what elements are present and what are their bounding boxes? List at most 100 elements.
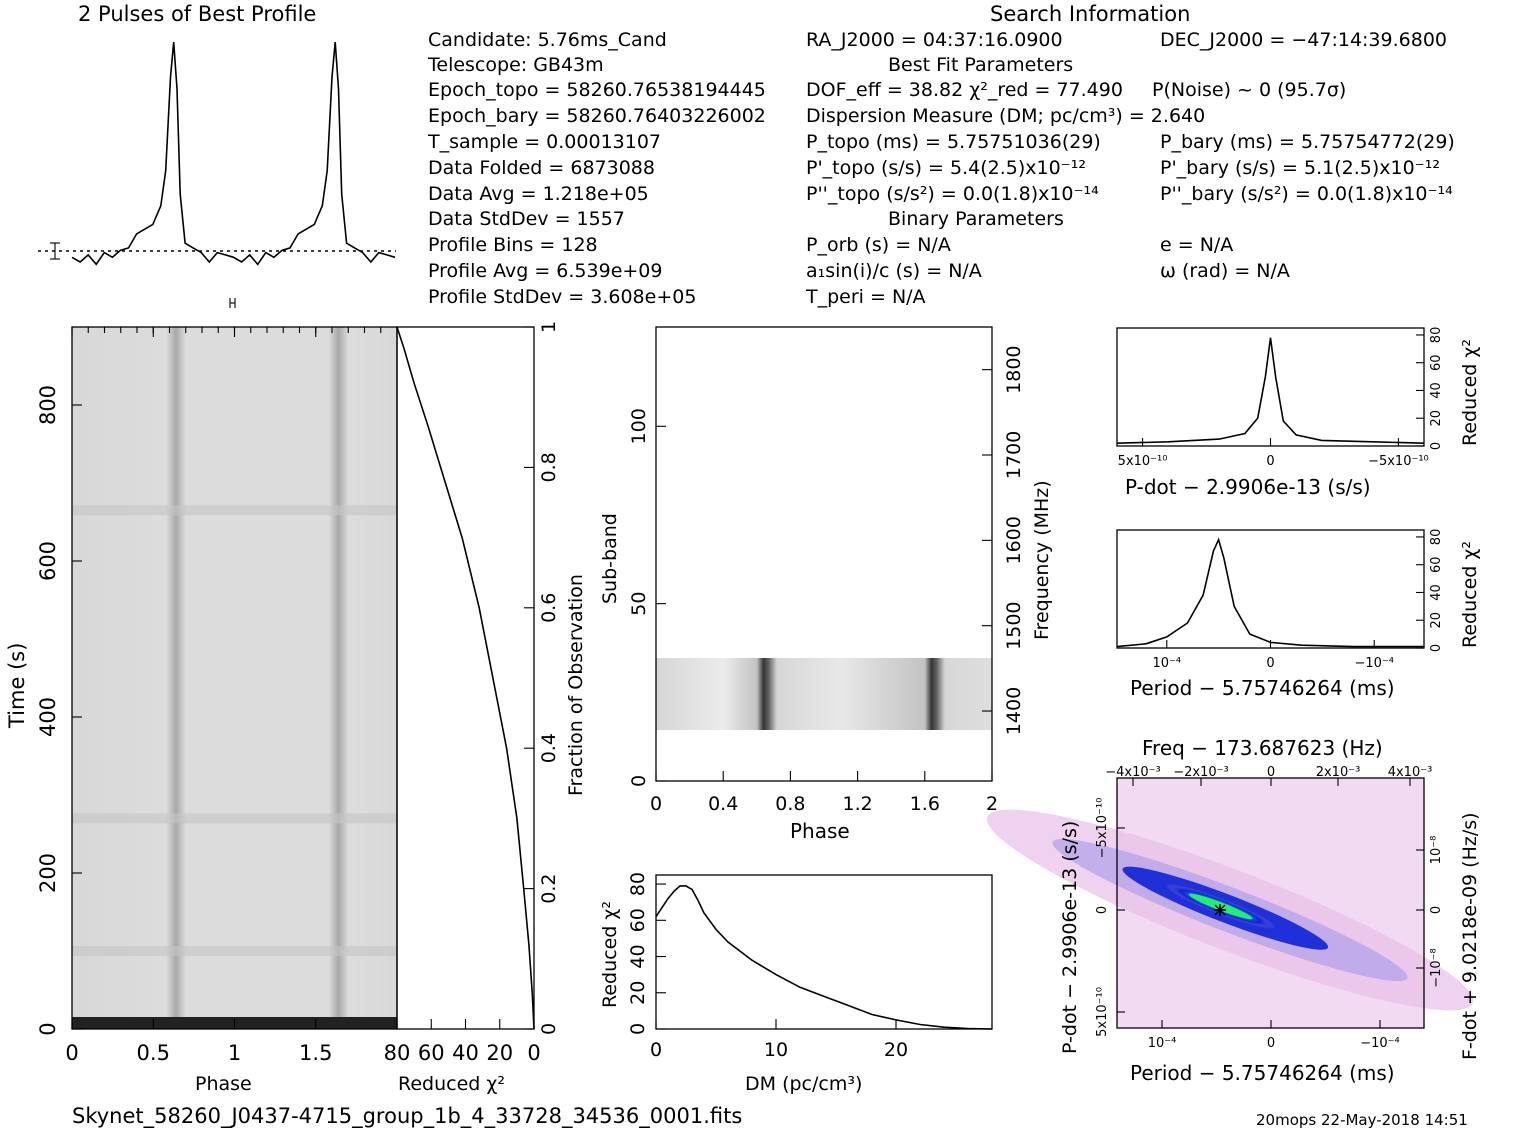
subband-xtick-label: 2 — [986, 793, 998, 815]
period-pdot-xtick-label: 0 — [1267, 1036, 1275, 1051]
period-pdot-ridge — [986, 809, 1474, 1011]
time-phase-bright-row — [72, 813, 397, 824]
subband-y2tick-label: 1600 — [1003, 516, 1025, 564]
pddot-topo-text: P''_topo (s/s²) = 0.0(1.8)x10⁻¹⁴ — [806, 183, 1099, 205]
pbary-text: P_bary (ms) = 5.75754772(29) — [1160, 131, 1455, 153]
dm-ylabel: Reduced χ² — [599, 901, 621, 1008]
pdot-curve — [1116, 337, 1425, 444]
subband-xtick-label: 0.8 — [775, 793, 805, 815]
binary-title: Binary Parameters — [888, 208, 1064, 230]
subband-y2tick-label: 1400 — [1003, 687, 1025, 735]
dm-ytick-label: 60 — [627, 908, 649, 932]
search-title: Search Information — [990, 2, 1191, 26]
pdot-frame — [1116, 327, 1425, 447]
subband-xtick-label: 0 — [650, 793, 662, 815]
period-pdot-best-marker — [1214, 904, 1226, 916]
period-pdot-xtick-label: 10⁻⁴ — [1148, 1036, 1177, 1051]
time-redchi-ytick-label: 0 — [538, 1023, 560, 1035]
period-ylabel: Reduced χ² — [1459, 541, 1481, 648]
a1sini-text: a₁sin(i)/c (s) = N/A — [806, 260, 982, 282]
period-pdot-x2tick-label: −4x10⁻³ — [1105, 765, 1160, 780]
pnoise-text: P(Noise) ~ 0 (95.7σ) — [1152, 79, 1347, 101]
subband-y2label: Frequency (MHz) — [1031, 480, 1053, 640]
pdot-ylabel: Reduced χ² — [1459, 339, 1481, 446]
time-redchi-xtick-label: 60 — [418, 1041, 445, 1065]
period-pdot-xlabel: Period − 5.75746264 (ms) — [1130, 1061, 1395, 1085]
time-phase-ytick-label: 400 — [36, 697, 60, 737]
subband-frame — [655, 326, 993, 782]
period-frame — [1116, 529, 1425, 649]
profile-stddev-text: Profile StdDev = 3.608e+05 — [428, 286, 697, 308]
profile-errorbar — [50, 242, 60, 260]
candidate-text: Candidate: 5.76ms_Cand — [428, 29, 667, 51]
period-pdot-ytick-label: 0 — [1095, 906, 1110, 914]
period-pdot-x2tick-label: −2x10⁻³ — [1173, 765, 1228, 780]
time-redchi-curve — [396, 326, 535, 1030]
subband-y2tick-label: 1800 — [1003, 345, 1025, 393]
period-pdot-x2tick-label: 0 — [1267, 765, 1275, 780]
subband-xtick-label: 0.4 — [708, 793, 738, 815]
period-pdot-x2tick-label: 2x10⁻³ — [1316, 765, 1361, 780]
time-redchi-xtick-label: 20 — [486, 1041, 513, 1065]
best-fit-title: Best Fit Parameters — [888, 54, 1074, 76]
period-redchi-plot: 10⁻⁴ 0 −10⁻⁴ 0 20 40 60 80 Period − 5.75746264 … — [1116, 529, 1481, 700]
subband-ytick-label: 100 — [628, 408, 650, 444]
time-phase-xtick-label: 0 — [65, 1041, 78, 1065]
omega-text: ω (rad) = N/A — [1160, 260, 1290, 282]
time-redchi-ytick-label: 0.6 — [538, 593, 560, 623]
pdot-ytick-label: 0 — [1429, 442, 1444, 450]
period-xtick-label: 10⁻⁴ — [1152, 656, 1181, 671]
pdot-xtick-label: 0 — [1266, 454, 1274, 469]
time-phase-xtick-label: 1 — [228, 1041, 241, 1065]
period-ytick-label: 20 — [1429, 612, 1444, 629]
period-ytick-label: 0 — [1429, 644, 1444, 652]
dm-xtick-label: 20 — [884, 1039, 908, 1061]
dm-xtick-label: 10 — [764, 1039, 788, 1061]
period-ytick-label: 40 — [1429, 584, 1444, 601]
subband-y2tick-label: 1700 — [1003, 431, 1025, 479]
ecc-text: e = N/A — [1160, 234, 1234, 256]
tsample-text: T_sample = 0.00013107 — [428, 131, 662, 153]
period-pdot-ytick-label: 5x10⁻¹⁰ — [1095, 987, 1110, 1037]
pdot-xlabel: P-dot − 2.9906e-13 (s/s) — [1125, 475, 1371, 499]
profile-avg-text: Profile Avg = 6.539e+09 — [428, 260, 663, 282]
period-xlabel: Period − 5.75746264 (ms) — [1130, 676, 1395, 700]
profile-curve — [71, 41, 396, 266]
profile-marker — [229, 298, 236, 308]
period-pdot-ytick-label: −5x10⁻¹⁰ — [1095, 798, 1110, 859]
dof-text: DOF_eff = 38.82 χ²_red = 77.490 — [806, 79, 1123, 101]
time-phase-ylabel: Time (s) — [5, 643, 29, 729]
period-pdot-x2tick-label: 4x10⁻³ — [1388, 765, 1433, 780]
period-ytick-label: 60 — [1429, 556, 1444, 573]
period-pdot-y2label: F-dot + 9.0218e-09 (Hz/s) — [1459, 812, 1481, 1060]
period-xtick-label: −10⁻⁴ — [1354, 656, 1394, 671]
time-redchi-xtick-label: 40 — [452, 1041, 479, 1065]
dm-curve — [655, 885, 993, 1030]
time-phase-bright-row — [72, 946, 397, 956]
pdot-ytick-label: 80 — [1429, 327, 1444, 344]
dm-ytick-label: 0 — [627, 1023, 649, 1035]
period-pdot-y2tick-label: 10⁻⁸ — [1429, 836, 1444, 865]
porb-text: P_orb (s) = N/A — [806, 234, 951, 256]
period-pdot-ylabel: P-dot − 2.9906e-13 (s/s) — [1059, 821, 1081, 1054]
time-phase-ytick-label: 800 — [36, 385, 60, 425]
period-pdot-y2tick-label: −10⁻⁸ — [1429, 948, 1444, 988]
pdot-ytick-label: 40 — [1429, 382, 1444, 399]
time-phase-ytick-label: 0 — [36, 1022, 60, 1035]
time-phase-image — [72, 327, 397, 1029]
subband-ylabel: Sub-band — [599, 513, 621, 604]
time-phase-xlabel: Phase — [195, 1073, 252, 1095]
dm-xlabel: DM (pc/cm³) — [745, 1073, 862, 1095]
time-redchi-ytick-label: 0.4 — [538, 733, 560, 763]
tperi-text: T_peri = N/A — [806, 286, 926, 308]
dec-text: DEC_J2000 = −47:14:39.6800 — [1160, 29, 1448, 51]
time-redchi-frame — [396, 326, 535, 1030]
dm-redchi-plot: 0 10 20 0 20 40 60 80 DM (pc/cm³) Reduced χ² — [599, 872, 993, 1095]
profile-bins-text: Profile Bins = 128 — [428, 234, 598, 256]
dm-ytick-label: 40 — [627, 944, 649, 968]
subband-image — [656, 658, 992, 730]
time-phase-plot: 0 0.5 1 1.5 0 200 400 600 800 Phase Time (s) — [5, 326, 398, 1095]
time-redchi-ytick-label: 0.2 — [538, 873, 560, 903]
